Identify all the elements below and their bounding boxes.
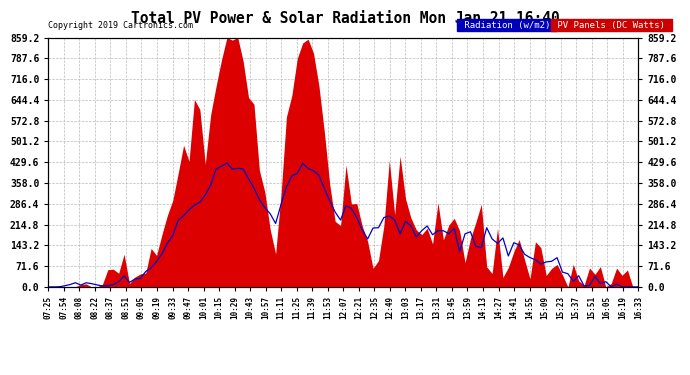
Text: Radiation (w/m2): Radiation (w/m2) [459,21,555,30]
Text: Copyright 2019 Cartronics.com: Copyright 2019 Cartronics.com [48,21,193,30]
Text: Total PV Power & Solar Radiation Mon Jan 21 16:40: Total PV Power & Solar Radiation Mon Jan… [130,11,560,26]
Text: PV Panels (DC Watts): PV Panels (DC Watts) [552,21,670,30]
